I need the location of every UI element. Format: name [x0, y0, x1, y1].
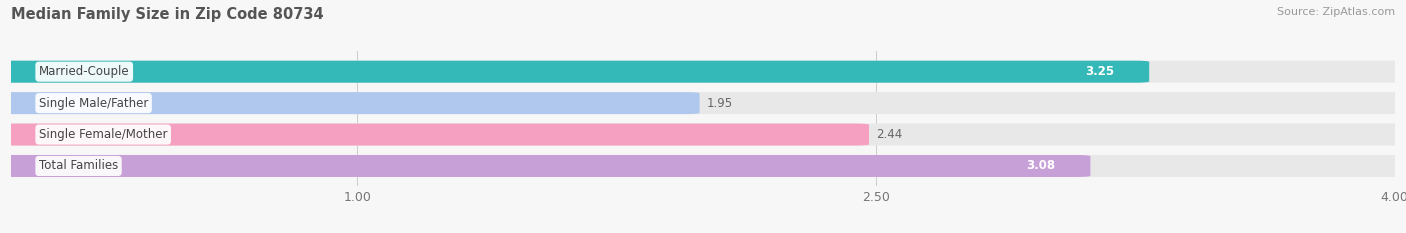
Text: Source: ZipAtlas.com: Source: ZipAtlas.com — [1277, 7, 1395, 17]
Text: Single Male/Father: Single Male/Father — [39, 97, 148, 110]
FancyBboxPatch shape — [0, 61, 1406, 83]
FancyBboxPatch shape — [0, 155, 1406, 177]
FancyBboxPatch shape — [0, 155, 1091, 177]
Text: 2.44: 2.44 — [876, 128, 903, 141]
Text: 3.25: 3.25 — [1085, 65, 1115, 78]
FancyBboxPatch shape — [0, 123, 1406, 146]
FancyBboxPatch shape — [0, 92, 700, 114]
Text: 3.08: 3.08 — [1026, 159, 1056, 172]
Text: Single Female/Mother: Single Female/Mother — [39, 128, 167, 141]
Text: Median Family Size in Zip Code 80734: Median Family Size in Zip Code 80734 — [11, 7, 323, 22]
Text: 1.95: 1.95 — [706, 97, 733, 110]
FancyBboxPatch shape — [0, 123, 869, 146]
Text: Total Families: Total Families — [39, 159, 118, 172]
Text: Married-Couple: Married-Couple — [39, 65, 129, 78]
FancyBboxPatch shape — [0, 92, 1406, 114]
FancyBboxPatch shape — [0, 61, 1149, 83]
